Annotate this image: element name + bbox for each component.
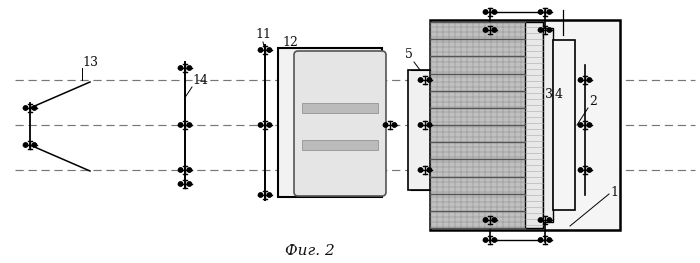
Circle shape xyxy=(538,10,543,14)
Circle shape xyxy=(484,238,488,242)
Bar xyxy=(543,28,553,222)
Bar xyxy=(430,20,620,230)
Circle shape xyxy=(578,168,583,172)
Circle shape xyxy=(187,66,192,70)
Circle shape xyxy=(419,168,423,172)
Circle shape xyxy=(384,123,388,127)
Circle shape xyxy=(538,218,543,222)
Circle shape xyxy=(178,168,183,172)
Text: 3: 3 xyxy=(545,88,553,101)
Circle shape xyxy=(258,193,262,197)
Circle shape xyxy=(492,238,496,242)
Circle shape xyxy=(419,78,423,82)
Text: 13: 13 xyxy=(82,56,98,69)
Circle shape xyxy=(538,238,543,242)
Circle shape xyxy=(492,10,496,14)
Circle shape xyxy=(267,193,272,197)
Circle shape xyxy=(427,168,432,172)
Text: 5: 5 xyxy=(405,48,413,61)
Text: 11: 11 xyxy=(255,28,271,41)
Bar xyxy=(278,48,382,197)
Text: 2: 2 xyxy=(589,95,597,108)
Bar xyxy=(302,103,378,113)
Circle shape xyxy=(419,123,423,127)
Circle shape xyxy=(267,123,272,127)
Circle shape xyxy=(267,48,272,52)
Circle shape xyxy=(32,106,36,110)
Circle shape xyxy=(547,218,552,222)
Circle shape xyxy=(587,78,592,82)
Circle shape xyxy=(187,168,192,172)
Text: 4: 4 xyxy=(555,88,563,101)
Circle shape xyxy=(578,78,583,82)
Circle shape xyxy=(23,106,28,110)
Circle shape xyxy=(258,123,262,127)
Circle shape xyxy=(187,123,192,127)
Circle shape xyxy=(492,218,496,222)
Circle shape xyxy=(392,123,397,127)
Circle shape xyxy=(547,10,552,14)
Bar xyxy=(553,40,575,210)
Circle shape xyxy=(23,143,28,147)
Circle shape xyxy=(578,123,583,127)
FancyBboxPatch shape xyxy=(294,51,386,196)
Circle shape xyxy=(484,10,488,14)
Circle shape xyxy=(427,123,432,127)
Text: Фиг. 2: Фиг. 2 xyxy=(285,244,335,258)
Text: 1: 1 xyxy=(610,186,618,199)
Circle shape xyxy=(547,28,552,32)
Circle shape xyxy=(538,28,543,32)
Circle shape xyxy=(492,28,496,32)
Circle shape xyxy=(178,182,183,186)
Circle shape xyxy=(547,238,552,242)
Circle shape xyxy=(32,143,36,147)
Circle shape xyxy=(178,66,183,70)
Circle shape xyxy=(258,48,262,52)
Circle shape xyxy=(484,28,488,32)
Text: 14: 14 xyxy=(192,74,208,87)
Circle shape xyxy=(484,218,488,222)
Bar xyxy=(525,22,543,228)
Bar xyxy=(302,140,378,150)
Circle shape xyxy=(427,78,432,82)
Circle shape xyxy=(178,123,183,127)
Circle shape xyxy=(187,182,192,186)
Bar xyxy=(408,70,430,190)
Circle shape xyxy=(587,168,592,172)
Circle shape xyxy=(587,123,592,127)
Text: 12: 12 xyxy=(282,36,298,49)
Bar xyxy=(430,22,525,228)
